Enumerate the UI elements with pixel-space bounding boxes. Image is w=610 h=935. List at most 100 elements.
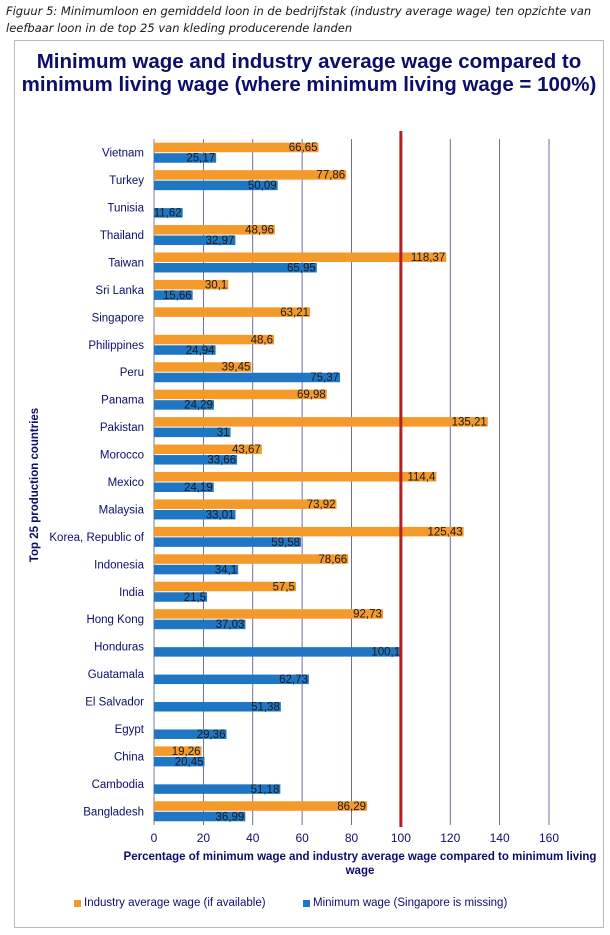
industry-bar <box>154 609 383 619</box>
minimum-bar <box>154 509 236 520</box>
category-label: Tunisia <box>107 203 144 215</box>
industry-bar <box>154 362 252 372</box>
category-label: Bangladesh <box>83 806 144 818</box>
x-tick-label: 140 <box>490 831 510 845</box>
minimum-data-label: 100,1 <box>371 647 400 659</box>
industry-bar <box>154 472 437 482</box>
minimum-bar <box>154 427 231 438</box>
industry-data-label: 48,96 <box>245 225 274 237</box>
minimum-data-label: 59,58 <box>271 537 300 549</box>
category-label: Pakistan <box>100 422 144 434</box>
category-label: China <box>114 751 145 763</box>
x-tick-label: 120 <box>440 831 460 845</box>
minimum-bar <box>154 455 238 465</box>
minimum-bar <box>154 262 317 273</box>
minimum-data-label: 36,99 <box>216 811 245 823</box>
industry-data-label: 63,21 <box>280 307 309 319</box>
x-tick-label: 60 <box>295 831 309 845</box>
industry-bar <box>154 389 327 400</box>
minimum-data-label: 24,29 <box>184 400 213 412</box>
industry-bar <box>154 417 488 427</box>
x-tick-label: 0 <box>151 831 158 845</box>
legend-label-industry: Industry average wage (if available) <box>84 897 266 909</box>
industry-data-label: 48,6 <box>251 334 273 346</box>
minimum-bar <box>154 674 309 685</box>
industry-bar <box>154 746 202 756</box>
category-label: India <box>119 587 145 599</box>
category-label: Sri Lanka <box>95 285 144 297</box>
minimum-bar <box>154 180 278 191</box>
industry-bar <box>154 581 296 592</box>
x-tick-label: 100 <box>391 831 411 845</box>
industry-data-label: 66,65 <box>289 142 318 154</box>
minimum-bar <box>154 290 193 300</box>
legend-label-minimum: Minimum wage (Singapore is missing) <box>313 897 508 909</box>
minimum-data-label: 50,09 <box>248 180 277 192</box>
minimum-data-label: 20,45 <box>175 756 204 768</box>
industry-data-label: 69,98 <box>297 389 326 401</box>
x-tick-label: 20 <box>197 831 211 845</box>
industry-data-label: 19,26 <box>172 746 201 758</box>
category-label: Honduras <box>94 642 144 654</box>
industry-data-label: 135,21 <box>452 417 487 429</box>
minimum-bar <box>154 811 246 822</box>
legend-item-industry: Industry average wage (if available) <box>74 897 266 909</box>
minimum-bar <box>154 208 183 218</box>
minimum-bar <box>154 564 239 575</box>
category-label: Guatamala <box>88 669 145 681</box>
legend-swatch-minimum <box>303 899 310 907</box>
category-label: Thailand <box>100 230 144 242</box>
category-label: Malaysia <box>99 504 145 516</box>
industry-bar <box>154 225 275 235</box>
x-tick-label: 160 <box>539 831 559 845</box>
industry-data-label: 86,29 <box>337 801 366 813</box>
industry-bar <box>154 252 447 262</box>
figure-caption: Figuur 5: Minimumloon en gemiddeld loon … <box>6 4 592 35</box>
industry-bar <box>154 334 274 345</box>
minimum-bar <box>154 756 205 767</box>
industry-bar <box>154 279 229 290</box>
minimum-bar <box>154 345 216 355</box>
industry-data-label: 43,67 <box>232 444 261 456</box>
industry-data-label: 114,4 <box>407 472 436 484</box>
industry-data-label: 125,43 <box>427 526 462 538</box>
minimum-bar <box>154 400 214 410</box>
x-axis-title: Percentage of minimum wage and industry … <box>123 851 597 877</box>
industry-data-label: 92,73 <box>353 609 382 621</box>
industry-data-label: 73,92 <box>307 499 336 511</box>
industry-data-label: 78,66 <box>318 554 347 566</box>
category-label: Peru <box>120 367 144 379</box>
minimum-bar <box>154 784 281 794</box>
category-label: Taiwan <box>108 257 144 269</box>
x-tick-label: 80 <box>345 831 359 845</box>
category-label: Mexico <box>108 477 144 489</box>
chart-frame <box>14 40 604 928</box>
minimum-data-label: 24,19 <box>184 482 213 494</box>
minimum-data-label: 33,01 <box>206 509 235 521</box>
category-label: Vietnam <box>102 148 144 160</box>
minimum-data-label: 34,1 <box>215 564 237 576</box>
industry-bar <box>154 801 368 811</box>
minimum-bar <box>154 235 236 246</box>
category-label: Singapore <box>92 312 144 324</box>
minimum-data-label: 15,66 <box>163 290 192 302</box>
category-label: Indonesia <box>94 559 144 571</box>
industry-data-label: 30,1 <box>205 279 227 291</box>
category-label: Panama <box>101 395 144 407</box>
industry-bar <box>154 499 337 509</box>
minimum-bar <box>154 592 208 602</box>
minimum-bar <box>154 702 281 712</box>
industry-bar <box>154 554 349 564</box>
minimum-bar <box>154 372 341 383</box>
minimum-data-label: 51,18 <box>251 784 280 796</box>
category-label: Hong Kong <box>86 614 144 626</box>
industry-data-label: 77,86 <box>316 170 345 182</box>
minimum-data-label: 62,73 <box>279 674 308 686</box>
industry-bar <box>154 526 464 537</box>
industry-data-label: 118,37 <box>411 252 445 264</box>
industry-bar <box>154 142 319 153</box>
category-label: Egypt <box>115 724 145 736</box>
category-label: Turkey <box>109 175 144 187</box>
minimum-data-label: 24,94 <box>186 345 215 357</box>
